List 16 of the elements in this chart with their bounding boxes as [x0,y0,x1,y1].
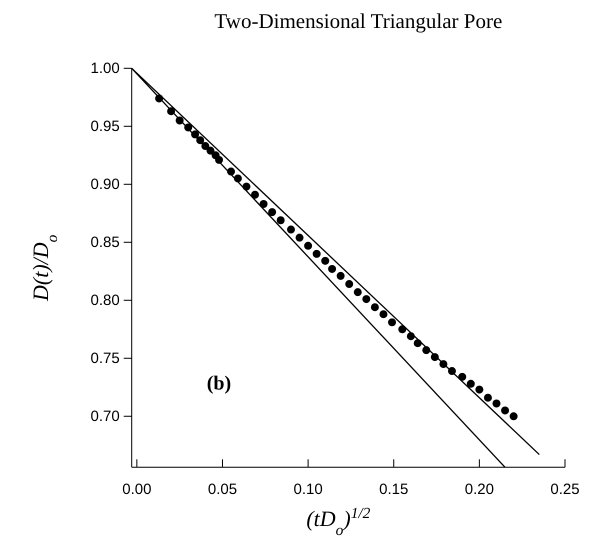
y-tick-label: 1.00 [90,60,120,78]
y-tick-label: 0.90 [90,176,120,194]
y-tick-label: 0.80 [90,292,120,310]
x-axis-title: (tD$_{o}$)$^{1/2}$ [306,504,371,538]
x-tick-label: 0.10 [294,480,323,498]
x-tick-label: 0.15 [379,480,408,498]
y-tick-label: 0.85 [90,234,120,252]
x-tick-label: 0.00 [122,480,152,498]
chart-title: Two-Dimensional Triangular Pore [214,9,502,33]
annotation: (b) [206,372,232,394]
x-tick-label: 0.20 [464,480,494,498]
y-tick-label: 0.95 [90,118,120,136]
y-tick-label: 0.75 [90,350,120,368]
x-tick-label: 0.05 [208,480,238,498]
x-tick-label: 0.25 [550,480,580,498]
y-tick-label: 0.70 [90,408,120,426]
